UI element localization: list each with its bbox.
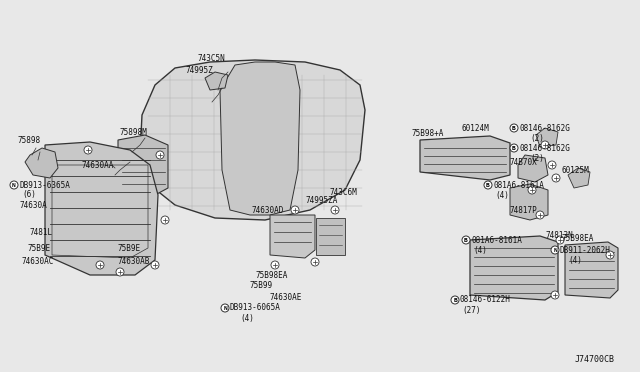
Text: B: B: [464, 237, 468, 243]
Text: (2): (2): [530, 154, 544, 163]
Circle shape: [311, 258, 319, 266]
Text: 743C6M: 743C6M: [330, 187, 358, 196]
Circle shape: [116, 268, 124, 276]
Circle shape: [151, 261, 159, 269]
Text: (27): (27): [462, 305, 481, 314]
Text: B: B: [512, 125, 516, 131]
Text: 75B98+A: 75B98+A: [412, 128, 444, 138]
Polygon shape: [510, 184, 548, 220]
Polygon shape: [536, 128, 558, 147]
Circle shape: [331, 206, 339, 214]
Text: DB911-2062H: DB911-2062H: [560, 246, 611, 254]
Circle shape: [552, 174, 560, 182]
Text: 081A6-8161A: 081A6-8161A: [471, 235, 522, 244]
Circle shape: [156, 151, 164, 159]
Circle shape: [606, 251, 614, 259]
Text: 74813N: 74813N: [545, 231, 573, 240]
Polygon shape: [565, 242, 618, 298]
Circle shape: [291, 206, 299, 214]
Circle shape: [451, 296, 459, 304]
Text: J74700CB: J74700CB: [575, 356, 615, 365]
Text: 75B9E: 75B9E: [118, 244, 141, 253]
Text: B: B: [453, 298, 457, 302]
Polygon shape: [45, 142, 158, 275]
Text: 74995Z: 74995Z: [185, 65, 212, 74]
Text: 74817P: 74817P: [510, 205, 538, 215]
Circle shape: [10, 181, 18, 189]
Circle shape: [541, 141, 549, 149]
Polygon shape: [568, 168, 590, 188]
Circle shape: [528, 186, 536, 194]
Text: DB913-6365A: DB913-6365A: [19, 180, 70, 189]
Text: 08146-6122H: 08146-6122H: [460, 295, 511, 305]
Text: 74630AB: 74630AB: [118, 257, 150, 266]
Text: N: N: [223, 305, 227, 311]
Polygon shape: [140, 60, 365, 220]
Text: (4): (4): [495, 190, 509, 199]
Polygon shape: [25, 148, 58, 178]
Text: 75898M: 75898M: [120, 128, 148, 137]
Text: (6): (6): [22, 189, 36, 199]
Circle shape: [536, 211, 544, 219]
Text: (2): (2): [530, 134, 544, 142]
Text: 08146-8162G: 08146-8162G: [519, 144, 570, 153]
Text: (4): (4): [240, 314, 254, 324]
Circle shape: [484, 181, 492, 189]
Text: 74995ZA: 74995ZA: [305, 196, 337, 205]
Text: 60124M: 60124M: [462, 124, 490, 132]
Text: 74630AC: 74630AC: [22, 257, 54, 266]
Text: 75B98EA: 75B98EA: [255, 270, 287, 279]
Circle shape: [551, 291, 559, 299]
Circle shape: [510, 124, 518, 132]
Circle shape: [221, 304, 229, 312]
Text: 74630AA: 74630AA: [82, 160, 115, 170]
Circle shape: [548, 161, 556, 169]
Text: 74630AE: 74630AE: [270, 292, 302, 301]
Text: N: N: [12, 183, 16, 187]
Text: B: B: [486, 183, 490, 187]
Text: 743C5N: 743C5N: [198, 54, 226, 62]
Text: N: N: [553, 247, 557, 253]
Text: DB913-6065A: DB913-6065A: [230, 304, 281, 312]
Text: 75B9E: 75B9E: [28, 244, 51, 253]
Circle shape: [271, 261, 279, 269]
Polygon shape: [270, 215, 315, 258]
Text: 60125M: 60125M: [562, 166, 589, 174]
Text: B: B: [512, 145, 516, 151]
Circle shape: [84, 146, 92, 154]
Circle shape: [96, 261, 104, 269]
Text: 75898: 75898: [18, 135, 41, 144]
Text: 74630AD: 74630AD: [252, 205, 284, 215]
Circle shape: [161, 216, 169, 224]
Polygon shape: [316, 218, 345, 255]
Polygon shape: [470, 236, 558, 300]
Polygon shape: [118, 135, 168, 195]
Circle shape: [551, 246, 559, 254]
Text: (4): (4): [473, 246, 487, 254]
Polygon shape: [220, 62, 300, 215]
Text: 75B99: 75B99: [250, 282, 273, 291]
Text: 7481L: 7481L: [30, 228, 53, 237]
Polygon shape: [205, 72, 228, 90]
Polygon shape: [518, 155, 548, 182]
Polygon shape: [420, 136, 510, 180]
Circle shape: [556, 236, 564, 244]
Text: 74630A: 74630A: [20, 201, 48, 209]
Text: 08146-8162G: 08146-8162G: [519, 124, 570, 132]
Circle shape: [510, 144, 518, 152]
Text: 74B70X: 74B70X: [510, 157, 538, 167]
Text: 081A6-8161A: 081A6-8161A: [493, 180, 544, 189]
Circle shape: [462, 236, 470, 244]
Text: 75B98EA: 75B98EA: [562, 234, 595, 243]
Text: (4): (4): [568, 256, 582, 264]
